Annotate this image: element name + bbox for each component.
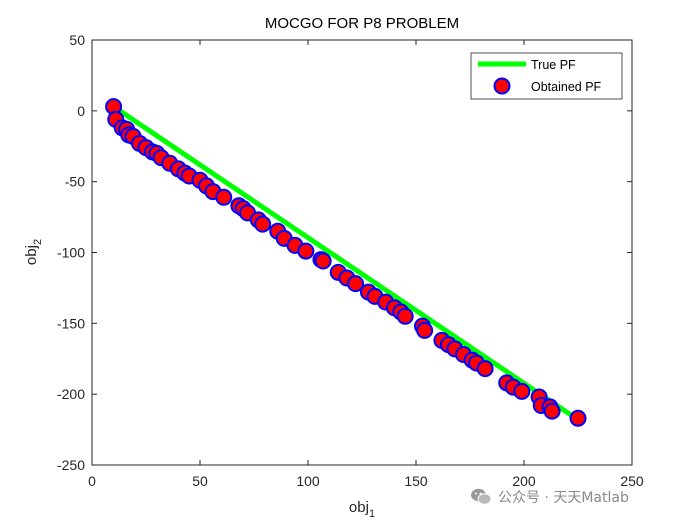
- y-axis-title: obj2: [23, 239, 44, 265]
- y-axis-title-sub: 2: [32, 239, 44, 245]
- obtained-pf-point: [543, 402, 561, 420]
- obtained-pf-point: [215, 188, 233, 206]
- x-tick-label: 100: [296, 473, 320, 489]
- x-tick-label: 150: [404, 473, 428, 489]
- obtained-pf-point: [569, 409, 587, 427]
- x-tick-label: 50: [192, 473, 208, 489]
- x-axis-title-sub: 1: [369, 508, 375, 520]
- watermark: 公众号 · 天天Matlab: [470, 484, 690, 510]
- tick-layer: 0 50 100 150 200 250 -250 -200 -150 -100 -50 0 50: [57, 32, 644, 489]
- y-tick-label: 50: [69, 32, 85, 48]
- legend: True PF Obtained PF: [470, 52, 623, 100]
- y-tick-label: -250: [57, 457, 85, 473]
- y-tick-label: -150: [57, 315, 85, 331]
- y-tick-label: -200: [57, 386, 85, 402]
- obtained-pf-point: [254, 215, 272, 233]
- legend-obtained-pf-swatch: [493, 77, 511, 95]
- obtained-pf-point: [396, 307, 414, 325]
- obtained-pf-point: [476, 360, 494, 378]
- x-axis-title: obj1: [349, 499, 375, 520]
- series-layer: [105, 98, 587, 427]
- watermark-text: 公众号 · 天天Matlab: [498, 490, 629, 506]
- y-axis-title-base: obj: [23, 245, 40, 265]
- legend-obtained-pf-label: Obtained PF: [531, 80, 602, 94]
- plot-area: 0 50 100 150 200 250 -250 -200 -150 -100 -50 0 50: [57, 32, 644, 489]
- obtained-pf-point: [513, 382, 531, 400]
- y-tick-label: 0: [77, 103, 85, 119]
- obtained-pf-point: [347, 275, 365, 293]
- legend-true-pf-label: True PF: [531, 58, 576, 72]
- obtained-pf-point: [297, 242, 315, 260]
- chart-title: MOCGO FOR P8 PROBLEM: [265, 15, 459, 32]
- x-tick-label: 250: [620, 473, 644, 489]
- x-axis-title-base: obj: [349, 499, 369, 516]
- y-tick-label: -50: [65, 174, 85, 190]
- wechat-icon: [471, 488, 492, 505]
- x-tick-label: 200: [512, 473, 536, 489]
- obtained-pf-point: [314, 252, 332, 270]
- true-pf-line: [112, 104, 580, 422]
- y-tick-label: -100: [57, 245, 85, 261]
- obtained-pf-point: [416, 321, 434, 339]
- x-tick-label: 0: [88, 473, 96, 489]
